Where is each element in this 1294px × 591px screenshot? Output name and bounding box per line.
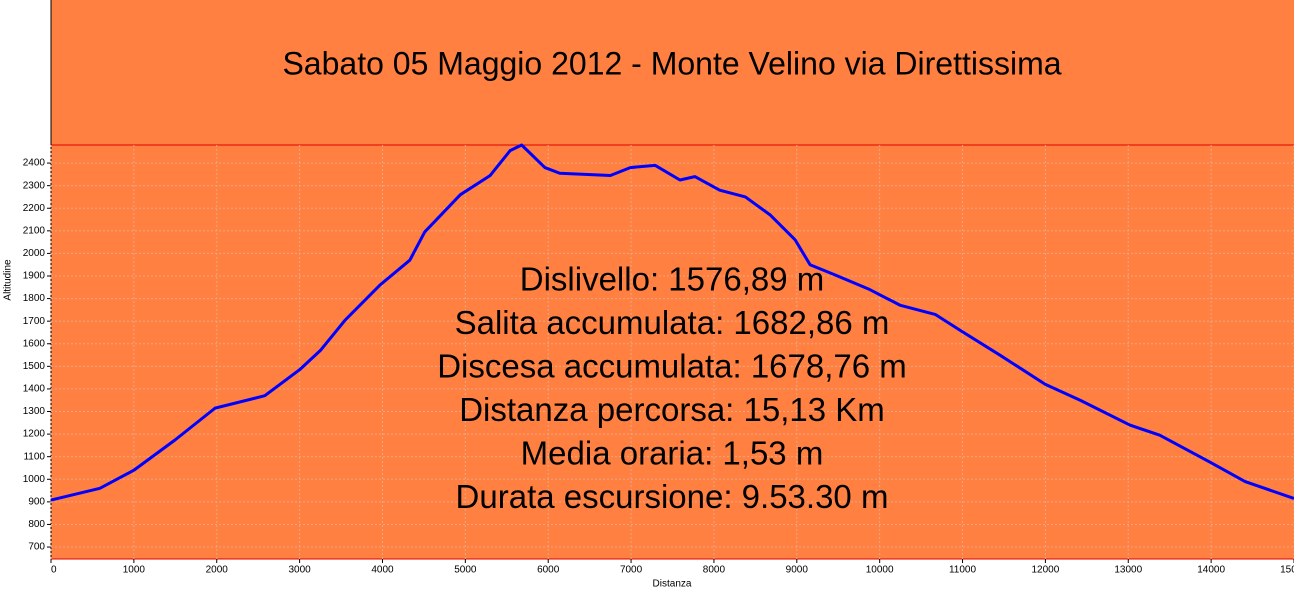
y-tick-label: 2400: [23, 158, 46, 169]
y-tick-label: 1600: [23, 338, 46, 349]
x-tick-label: 14000: [1197, 565, 1225, 576]
chart-title: Sabato 05 Maggio 2012 - Monte Velino via…: [282, 45, 1061, 81]
x-tick-label: 3000: [288, 565, 311, 576]
plot-background: [51, 0, 1294, 559]
annotation: Discesa accumulata: 1678,76 m: [437, 348, 907, 385]
x-tick-label: 10000: [866, 565, 894, 576]
y-tick-label: 700: [28, 542, 45, 553]
annotation: Durata escursione: 9.53.30 m: [456, 478, 889, 515]
y-tick-label: 2200: [23, 203, 46, 214]
y-tick-label: 2300: [23, 180, 46, 191]
x-tick-label: 1000: [123, 565, 146, 576]
y-tick-label: 2100: [23, 225, 46, 236]
x-tick-label: 9000: [786, 565, 809, 576]
y-tick-label: 1400: [23, 384, 46, 395]
y-tick-label: 2000: [23, 248, 46, 259]
x-tick-label: 8000: [703, 565, 726, 576]
x-tick-label: 12000: [1031, 565, 1059, 576]
y-tick-label: 1200: [23, 429, 46, 440]
annotation: Distanza percorsa: 15,13 Km: [459, 391, 885, 428]
y-tick-label: 1800: [23, 293, 46, 304]
y-tick-label: 1100: [23, 451, 45, 462]
x-tick-label: 5000: [454, 565, 477, 576]
y-tick-label: 900: [28, 496, 45, 507]
y-axis-label: Altitudine: [3, 259, 14, 301]
annotation: Salita accumulata: 1682,86 m: [455, 304, 890, 341]
y-tick-label: 1700: [23, 316, 46, 327]
x-tick-label: 13000: [1114, 565, 1142, 576]
y-tick-label: 1500: [23, 361, 46, 372]
x-tick-label: 15000: [1280, 565, 1294, 576]
y-tick-label: 800: [28, 519, 45, 530]
y-tick-label: 1000: [23, 474, 46, 485]
elevation-line: [50, 143, 1294, 502]
x-tick-label: 7000: [620, 565, 643, 576]
x-tick-label: 6000: [537, 565, 560, 576]
x-axis-label: Distanza: [653, 579, 692, 590]
y-tick-label: 1300: [23, 406, 46, 417]
annotation: Media oraria: 1,53 m: [521, 435, 824, 472]
x-tick-label: 11000: [949, 565, 977, 576]
x-tick-label: 2000: [206, 565, 229, 576]
x-tick-label: 4000: [371, 565, 394, 576]
x-tick-label: 0: [51, 565, 57, 576]
annotation: Dislivello: 1576,89 m: [520, 261, 824, 298]
y-tick-label: 1900: [23, 271, 46, 282]
